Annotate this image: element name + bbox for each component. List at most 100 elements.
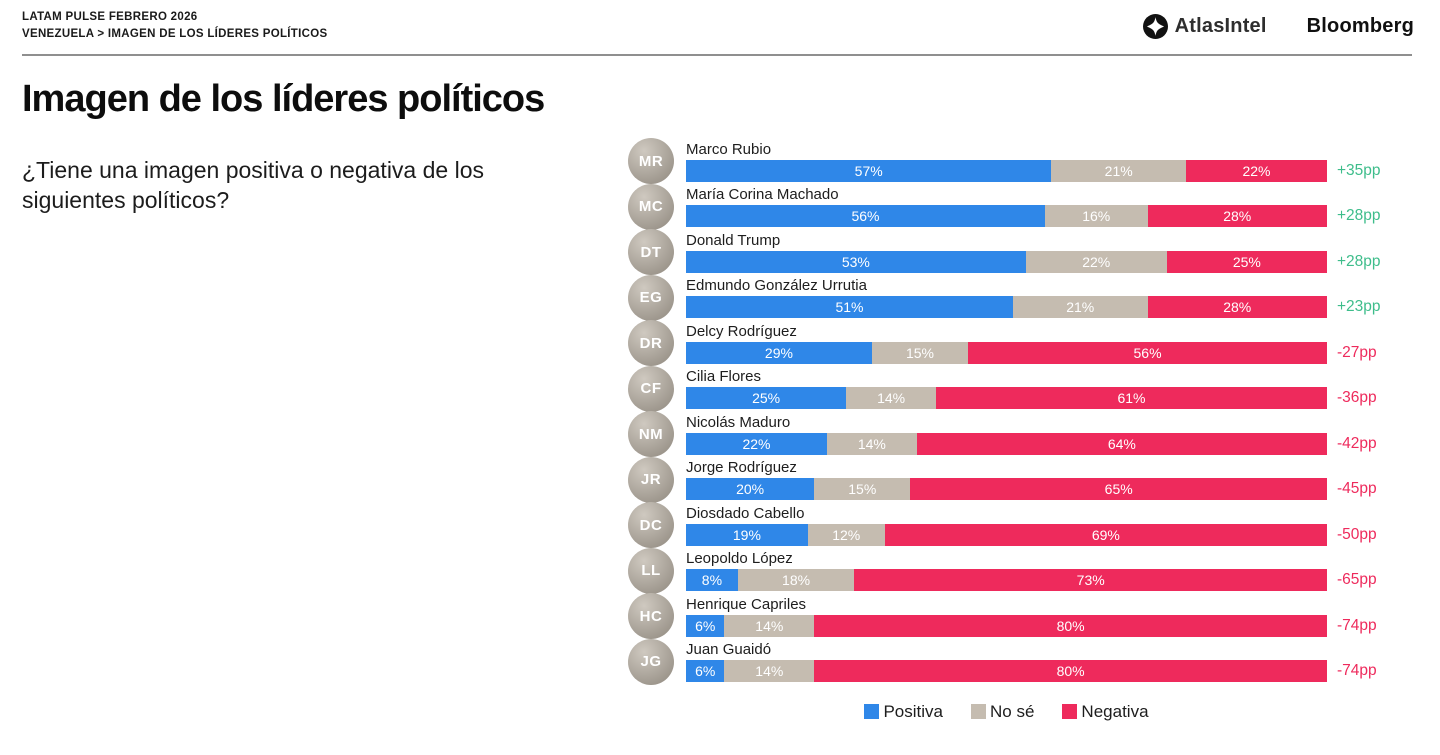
legend-item-positiva: Positiva	[864, 702, 943, 722]
bar-segment-no-sé: 21%	[1051, 159, 1186, 182]
bar-segment-positiva: 19%	[686, 523, 808, 546]
politician-name: Henrique Capriles	[686, 595, 807, 613]
legend-label-positiva: Positiva	[883, 701, 943, 721]
row-content: Delcy Rodríguez 29% 15% 56% -27pp	[686, 323, 1440, 364]
bar-line: 8% 18% 73% -65pp	[686, 569, 1440, 592]
row-content: Donald Trump 53% 22% 25% +28pp	[686, 232, 1440, 273]
stacked-bar: 29% 15% 56%	[686, 341, 1327, 364]
bar-line: 56% 16% 28% +28pp	[686, 205, 1440, 228]
legend-swatch-positiva	[864, 704, 880, 719]
avatar-jorge-rodr-guez: JR	[628, 456, 674, 503]
bar-line: 29% 15% 56% -27pp	[686, 341, 1440, 364]
chart-row: MC María Corina Machado 56% 16% 28% +28pp	[628, 183, 1440, 230]
stacked-bar: 6% 14% 80%	[686, 660, 1327, 683]
header: LATAM PULSE FEBRERO 2026 VENEZUELA > IMA…	[0, 0, 1440, 44]
stacked-bar: 25% 14% 61%	[686, 387, 1327, 410]
row-content: Leopoldo López 8% 18% 73% -65pp	[686, 550, 1440, 592]
bar-segment-positiva: 57%	[686, 159, 1052, 182]
stacked-bar: 19% 12% 69%	[686, 523, 1328, 546]
bar-segment-no-sé: 15%	[871, 341, 969, 364]
chart-row: CF Cilia Flores 25% 14% 61% -36pp	[628, 365, 1440, 412]
politician-name: Nicolás Maduro	[686, 413, 791, 431]
net-score-label: -45pp	[1337, 480, 1377, 498]
bar-segment-no-sé: 15%	[814, 478, 911, 501]
politician-name: Diosdado Cabello	[686, 504, 805, 522]
bar-segment-negativa: 64%	[916, 432, 1327, 455]
chart-row: JG Juan Guaidó 6% 14% 80% -74pp	[628, 638, 1440, 685]
net-score-label: -74pp	[1337, 616, 1377, 634]
row-content: María Corina Machado 56% 16% 28% +28pp	[686, 186, 1440, 228]
net-score-label: -27pp	[1337, 343, 1377, 361]
bar-segment-no-sé: 16%	[1044, 205, 1148, 228]
bar-segment-negativa: 28%	[1147, 296, 1327, 319]
net-score-label: -36pp	[1337, 389, 1377, 407]
atlasintel-logo: AtlasIntel	[1142, 14, 1267, 39]
row-content: Diosdado Cabello 19% 12% 69% -50pp	[686, 505, 1440, 546]
atlasintel-star-icon	[1142, 14, 1168, 39]
politician-name: Jorge Rodríguez	[686, 459, 797, 477]
legend-swatch-no-se	[971, 704, 986, 719]
bar-line: 22% 14% 64% -42pp	[686, 432, 1440, 455]
bar-segment-negativa: 69%	[884, 523, 1328, 546]
chart-row: NM Nicolás Maduro 22% 14% 64% -42pp	[628, 411, 1440, 458]
legend-label-no-se: No sé	[990, 701, 1035, 721]
avatar-marco-rubio: MR	[628, 138, 674, 185]
avatar-donald-trump: DT	[628, 229, 674, 276]
politician-name: Donald Trump	[686, 231, 781, 249]
chart-rows: MR Marco Rubio 57% 21% 22% +35pp MC María Corin…	[628, 138, 1440, 685]
chart-row: DR Delcy Rodríguez 29% 15% 56% -27pp	[628, 320, 1440, 367]
bar-line: 53% 22% 25% +28pp	[686, 250, 1440, 273]
row-content: Juan Guaidó 6% 14% 80% -74pp	[686, 641, 1440, 683]
stacked-bar: 20% 15% 65%	[686, 478, 1328, 501]
avatar-leopoldo-l-pez: LL	[628, 547, 674, 594]
net-score-label: -65pp	[1337, 571, 1377, 589]
politician-name: María Corina Machado	[686, 186, 839, 204]
bar-segment-negativa: 22%	[1185, 159, 1327, 182]
kicker-line2: VENEZUELA > IMAGEN DE LOS LÍDERES POLÍTI…	[22, 28, 328, 41]
stacked-bar: 53% 22% 25%	[686, 250, 1327, 273]
bar-line: 19% 12% 69% -50pp	[686, 523, 1440, 546]
bar-line: 6% 14% 80% -74pp	[686, 660, 1440, 683]
avatar-mar-a-corina-machado: MC	[628, 183, 674, 230]
bar-segment-no-sé: 18%	[737, 569, 855, 592]
politician-name: Marco Rubio	[686, 140, 772, 158]
chart-row: JR Jorge Rodríguez 20% 15% 65% -45pp	[628, 456, 1440, 503]
bar-segment-positiva: 20%	[686, 478, 815, 501]
kicker-line1: LATAM PULSE FEBRERO 2026	[22, 11, 198, 23]
chart-row: EG Edmundo González Urrutia 51% 21% 28% +23pp	[628, 274, 1440, 321]
avatar-cilia-flores: CF	[628, 365, 674, 412]
bar-segment-negativa: 80%	[814, 614, 1327, 637]
bar-segment-positiva: 25%	[686, 387, 847, 410]
bar-segment-no-sé: 12%	[807, 523, 885, 546]
row-content: Henrique Capriles 6% 14% 80% -74pp	[686, 596, 1440, 637]
stacked-bar: 57% 21% 22%	[686, 159, 1327, 182]
survey-question: ¿Tiene una imagen positiva o negativa de…	[22, 156, 484, 213]
bar-segment-negativa: 65%	[910, 478, 1328, 501]
avatar-henrique-capriles: HC	[628, 593, 674, 640]
bar-segment-positiva: 8%	[686, 569, 738, 592]
page-title: Imagen de los líderes políticos	[22, 77, 545, 120]
avatar-juan-guaid-: JG	[628, 638, 674, 685]
bar-segment-negativa: 73%	[854, 569, 1327, 592]
bar-line: 25% 14% 61% -36pp	[686, 387, 1440, 410]
bloomberg-logo: Bloomberg	[1306, 15, 1414, 37]
avatar-edmundo-gonz-lez-urrutia: EG	[628, 274, 674, 321]
report-kicker: LATAM PULSE FEBRERO 2026 VENEZUELA > IMA…	[22, 9, 327, 44]
bar-line: 57% 21% 22% +35pp	[686, 159, 1440, 182]
row-content: Nicolás Maduro 22% 14% 64% -42pp	[686, 414, 1440, 455]
net-score-label: +28pp	[1337, 252, 1381, 270]
bar-segment-positiva: 53%	[686, 250, 1026, 273]
bar-segment-no-sé: 14%	[724, 614, 815, 637]
row-content: Marco Rubio 57% 21% 22% +35pp	[686, 141, 1440, 182]
bar-line: 51% 21% 28% +23pp	[686, 296, 1440, 319]
bar-segment-positiva: 51%	[686, 296, 1013, 319]
stacked-bar: 22% 14% 64%	[686, 432, 1327, 455]
politician-name: Juan Guaidó	[686, 641, 772, 659]
header-divider	[22, 53, 1412, 56]
chart-row: HC Henrique Capriles 6% 14% 80% -74pp	[628, 593, 1440, 640]
bar-segment-negativa: 61%	[935, 387, 1327, 410]
bar-line: 20% 15% 65% -45pp	[686, 478, 1440, 501]
politician-name: Leopoldo López	[686, 550, 793, 568]
stacked-bar: 56% 16% 28%	[686, 205, 1327, 228]
